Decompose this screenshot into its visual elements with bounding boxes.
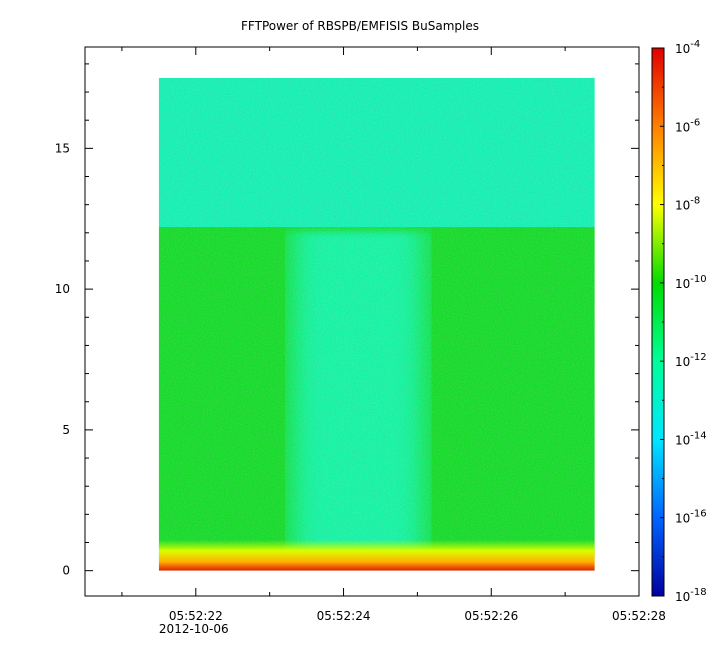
y-tick-label: 10: [55, 282, 70, 296]
heatmap-texture: [158, 77, 595, 571]
x-tick-label: 05:52:28: [612, 609, 666, 623]
colorbar-tick-label: 10-6: [675, 117, 700, 134]
y-tick-label: 5: [62, 423, 70, 437]
y-axis: 0 5 10 15: [55, 63, 639, 578]
y-tick-label: 15: [55, 141, 70, 155]
chart-title: FFTPower of RBSPB/EMFISIS BuSamples: [241, 19, 479, 33]
colorbar-tick-label: 10-4: [675, 39, 700, 56]
y-tick-label: 0: [62, 564, 70, 578]
heatmap-low-frequency-strip: [158, 539, 595, 571]
colorbar-tick-label: 10-14: [675, 430, 707, 447]
x-tick-label: 05:52:24: [317, 609, 371, 623]
colorbar-tick-label: 10-12: [675, 352, 707, 369]
colorbar-ticks: 10-4 10-6 10-8 10-10 10-12 10-14 10-16 10-18: [660, 39, 707, 604]
x-tick-label: 05:52:22: [169, 609, 223, 623]
colorbar: 10-4 10-6 10-8 10-10 10-12 10-14 10-16 10-18: [651, 39, 707, 604]
x-tick-label: 05:52:26: [464, 609, 518, 623]
x-axis-date-label: 2012-10-06: [159, 622, 229, 636]
colorbar-tick-label: 10-18: [675, 587, 707, 604]
colorbar-tick-label: 10-8: [675, 196, 700, 213]
colorbar-tick-label: 10-10: [675, 274, 707, 291]
colorbar-tick-label: 10-16: [675, 509, 707, 526]
x-axis: 05:52:22 05:52:24 05:52:26 05:52:28: [121, 47, 666, 623]
spectrogram-heatmap: [158, 77, 595, 571]
